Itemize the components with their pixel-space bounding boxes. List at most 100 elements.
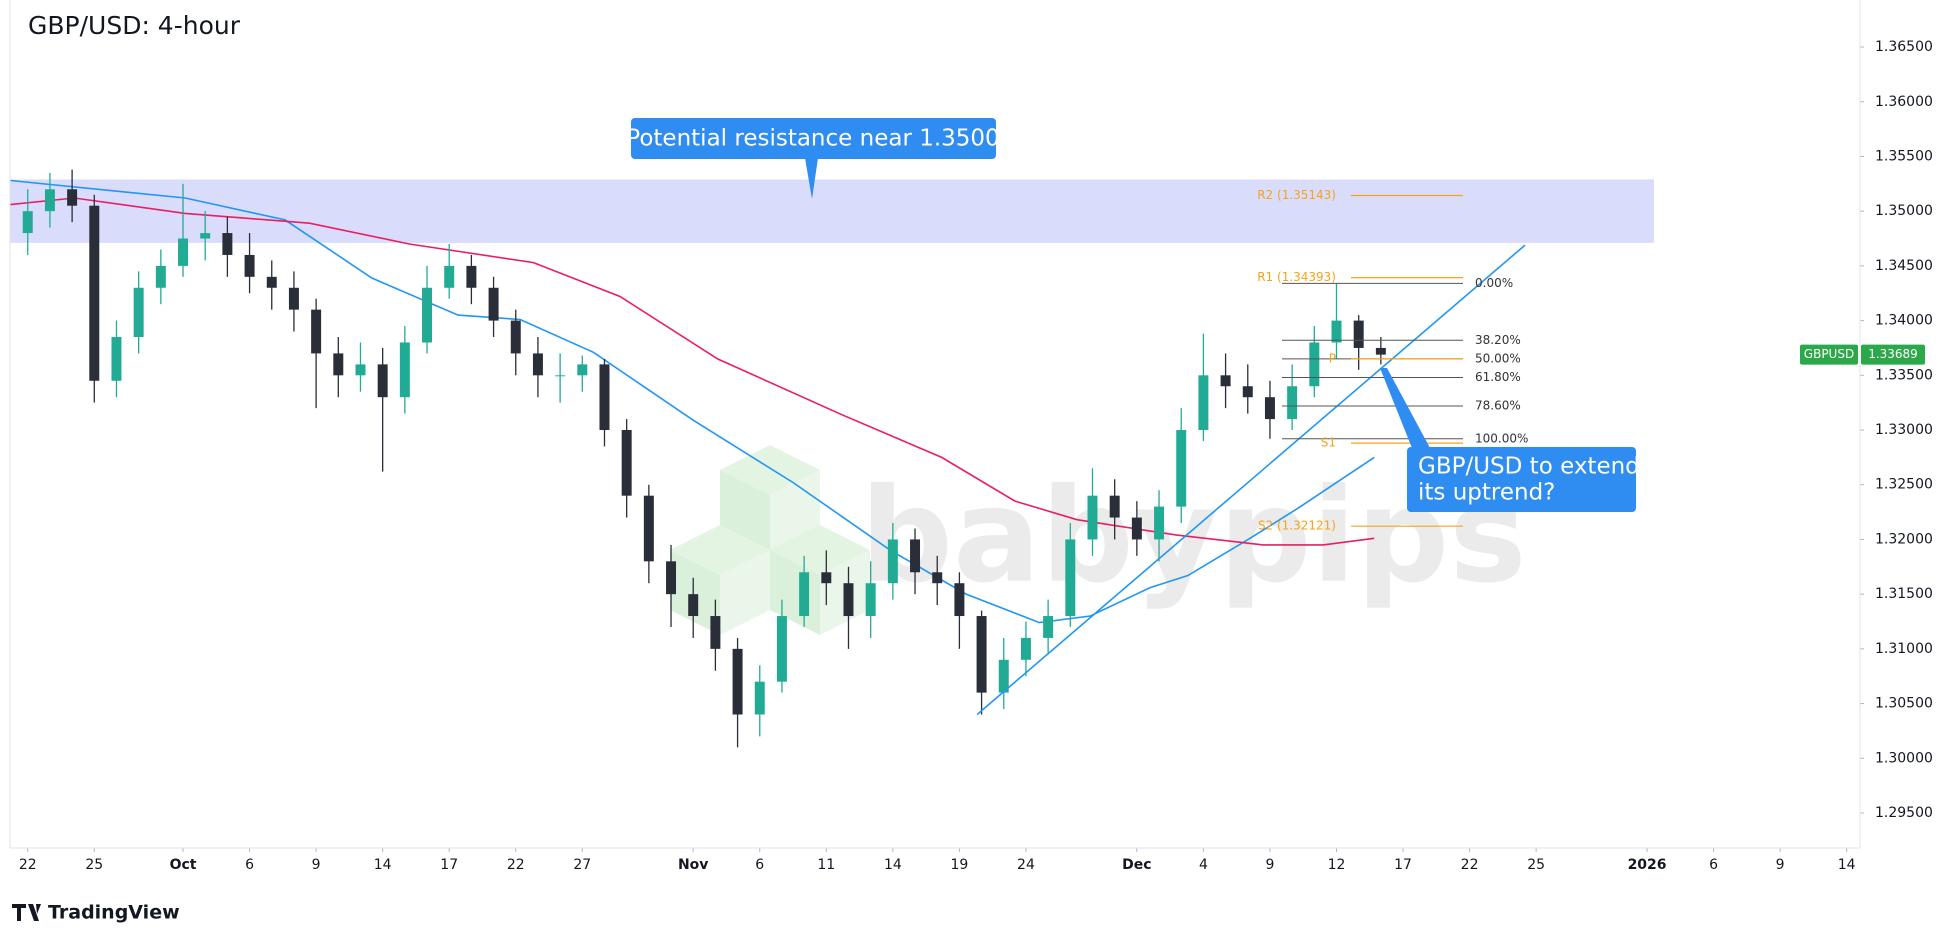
footer-text: TradingView	[48, 902, 180, 924]
callout-resistance: Potential resistance near 1.3500	[626, 118, 1000, 199]
candle-body	[1131, 517, 1142, 540]
candle-body	[887, 539, 898, 584]
candle-body	[1043, 616, 1054, 638]
candle-body	[1309, 342, 1320, 387]
fib-label: 61.80%	[1475, 370, 1521, 384]
y-tick-label: 1.36500	[1875, 39, 1933, 55]
fib-label: 0.00%	[1475, 276, 1513, 290]
plot-layer: 1.29500 1.30000 1.30500 1.31000 1.31500 1.320…	[10, 39, 1933, 873]
candle-body	[266, 276, 277, 288]
candle-body	[178, 238, 189, 266]
callout-text: GBP/USD to extend	[1418, 454, 1640, 480]
candle-body	[244, 254, 255, 277]
x-tick-label: 22	[1461, 857, 1479, 873]
candle-body	[200, 233, 211, 239]
x-tick-label: Dec	[1122, 857, 1151, 873]
candle-body	[1198, 375, 1209, 431]
candle-body	[843, 583, 854, 617]
pivot-label: R1 (1.34393)	[1257, 270, 1336, 284]
candle-body	[1375, 347, 1386, 355]
candle-body	[222, 233, 233, 255]
candle-body	[44, 189, 55, 212]
y-tick-label: 1.35000	[1875, 203, 1933, 219]
callout-text: its uptrend?	[1418, 480, 1555, 506]
x-tick-label: 25	[1527, 857, 1545, 873]
y-tick-label: 1.33000	[1875, 422, 1933, 438]
candle-body	[754, 681, 765, 715]
pivot-label: R2 (1.35143)	[1257, 188, 1336, 202]
symbol-badge	[1800, 344, 1858, 365]
candle-body	[1331, 320, 1342, 343]
candle-body	[621, 430, 632, 496]
candle-body	[732, 648, 743, 715]
y-tick-label: 1.33500	[1875, 367, 1933, 383]
candle-body	[1287, 386, 1298, 420]
resistance-zone	[10, 179, 1654, 243]
candle-body	[821, 572, 832, 584]
fib-label: 78.60%	[1475, 398, 1521, 412]
x-tick-label: Nov	[678, 857, 708, 873]
candle-body	[1176, 430, 1187, 507]
x-tick-label: 14	[884, 857, 902, 873]
candle-body	[399, 342, 410, 398]
x-tick-label: 9	[1776, 857, 1785, 873]
candle-body	[377, 364, 388, 398]
x-tick-label: 2026	[1628, 857, 1667, 873]
price-label: 1.33689	[1868, 347, 1918, 361]
x-tick-label: 14	[1838, 857, 1856, 873]
x-tick-label: 17	[440, 857, 458, 873]
candle-body	[932, 572, 943, 584]
chart-title: GBP/USD: 4-hour	[28, 11, 241, 40]
callout-uptrend: GBP/USD to extend its uptrend?	[1380, 368, 1640, 512]
y-tick-label: 1.32000	[1875, 531, 1933, 547]
y-tick-label: 1.29500	[1875, 805, 1933, 821]
x-tick-label: 22	[19, 857, 37, 873]
x-tick-label: Oct	[170, 857, 197, 873]
candle-body	[1264, 397, 1275, 420]
candle-body	[666, 561, 677, 595]
x-tick-label: 25	[85, 857, 103, 873]
candle-body	[422, 287, 433, 343]
candle-body	[466, 265, 477, 288]
candle-body	[510, 320, 521, 354]
moving-average	[10, 179, 1375, 624]
candle-body	[1087, 495, 1098, 540]
x-tick-label: 22	[507, 857, 525, 873]
candle-body	[710, 616, 721, 649]
x-tick-label: 24	[1017, 857, 1035, 873]
candle-body	[776, 616, 787, 682]
candle-body	[311, 309, 322, 354]
x-tick-label: 6	[245, 857, 254, 873]
candle-body	[488, 287, 499, 321]
candle-body	[133, 287, 144, 338]
price-badge	[1861, 344, 1925, 365]
candle-body	[67, 189, 78, 206]
footer-logo: TradingView	[12, 902, 180, 924]
candle-body	[444, 265, 455, 288]
candle-body	[1109, 495, 1120, 518]
candle-body	[1154, 506, 1165, 540]
fib-label: 100.00%	[1475, 431, 1528, 445]
y-tick-label: 1.34000	[1875, 313, 1933, 329]
symbol-label: GBPUSD	[1804, 347, 1854, 361]
candle-body	[1353, 320, 1364, 348]
fib-label: 38.20%	[1475, 333, 1521, 347]
x-tick-label: 12	[1328, 857, 1346, 873]
x-tick-label: 4	[1199, 857, 1208, 873]
y-tick-label: 1.34500	[1875, 258, 1933, 274]
y-tick-label: 1.36000	[1875, 94, 1933, 110]
candle-body	[1242, 386, 1253, 398]
y-tick-label: 1.31000	[1875, 641, 1933, 657]
candle-body	[865, 583, 876, 617]
y-tick-label: 1.31500	[1875, 586, 1933, 602]
trendline	[976, 244, 1526, 716]
x-tick-label: 6	[755, 857, 764, 873]
candle-body	[155, 265, 166, 288]
candle-body	[577, 364, 588, 376]
pivot-label: P	[1329, 351, 1336, 365]
candle-body	[799, 572, 810, 617]
x-tick-label: 19	[950, 857, 968, 873]
y-tick-label: 1.35500	[1875, 148, 1933, 164]
callout-text: Potential resistance near 1.3500	[626, 126, 999, 152]
moving-average	[10, 197, 1375, 546]
